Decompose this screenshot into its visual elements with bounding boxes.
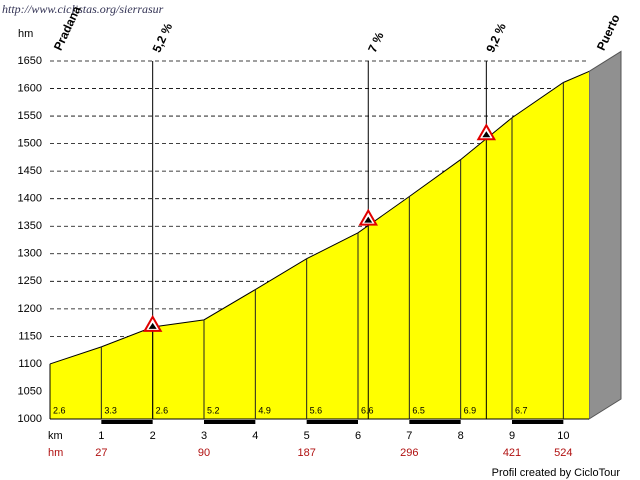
y-tick-label: 1350	[18, 220, 42, 232]
y-tick-label: 1650	[18, 55, 42, 67]
km-stripe	[204, 420, 256, 424]
km-stripe	[101, 420, 153, 424]
y-tick-label: 1400	[18, 193, 42, 205]
y-tick-label: 1050	[18, 385, 42, 397]
km-stripe	[409, 420, 461, 424]
climb-label: hm	[48, 447, 63, 459]
segment-label: 5.2	[207, 405, 220, 415]
annotation-marker-inner	[364, 216, 373, 223]
x-tick-label: 9	[509, 430, 515, 442]
y-tick-label: 1450	[18, 165, 42, 177]
segment-label: 2.6	[156, 405, 169, 415]
climb-value: 90	[198, 447, 210, 459]
segment-label: 4.9	[258, 405, 271, 415]
side-face	[588, 50, 622, 420]
segment-label: 2.6	[53, 405, 66, 415]
source-url: http://www.ciclistas.org/sierrasur	[2, 2, 164, 16]
climb-value: 27	[95, 447, 107, 459]
y-tick-label: 1300	[18, 248, 42, 260]
x-tick-label: 1	[98, 430, 104, 442]
x-tick-label: 3	[201, 430, 207, 442]
climb-value: 524	[554, 447, 572, 459]
x-tick-label: 4	[252, 430, 258, 442]
climb-value: 187	[297, 447, 315, 459]
y-tick-label: 1000	[18, 413, 42, 425]
x-tick-label: 8	[458, 430, 464, 442]
annotation-marker-inner	[482, 131, 491, 138]
y-tick-label: 1500	[18, 138, 42, 150]
segment-label: 5.6	[310, 405, 323, 415]
annotation-marker-inner	[148, 322, 157, 329]
x-tick-label: 5	[304, 430, 310, 442]
km-stripe	[306, 420, 358, 424]
y-tick-label: 1250	[18, 275, 42, 287]
climb-value: 296	[400, 447, 418, 459]
segment-label: 6.6	[361, 405, 374, 415]
x-axis-label: km	[48, 430, 63, 442]
y-tick-label: 1200	[18, 303, 42, 315]
x-tick-label: 10	[557, 430, 569, 442]
x-tick-label: 7	[406, 430, 412, 442]
segment-label: 3.3	[104, 405, 117, 415]
climb-value: 421	[503, 447, 521, 459]
segment-label: 6.5	[412, 405, 425, 415]
y-axis-label: hm	[18, 28, 33, 40]
y-tick-label: 1100	[18, 358, 42, 370]
y-tick-label: 1600	[18, 82, 42, 94]
x-tick-label: 6	[355, 430, 361, 442]
y-tick-label: 1150	[18, 330, 42, 342]
credit: Profil created by CicloTour	[492, 467, 621, 479]
km-stripe	[512, 420, 564, 424]
segment-label: 6.9	[464, 405, 477, 415]
y-tick-label: 1550	[18, 110, 42, 122]
x-tick-label: 2	[150, 430, 156, 442]
segment-label: 6.7	[515, 405, 528, 415]
profile-area	[50, 71, 589, 420]
